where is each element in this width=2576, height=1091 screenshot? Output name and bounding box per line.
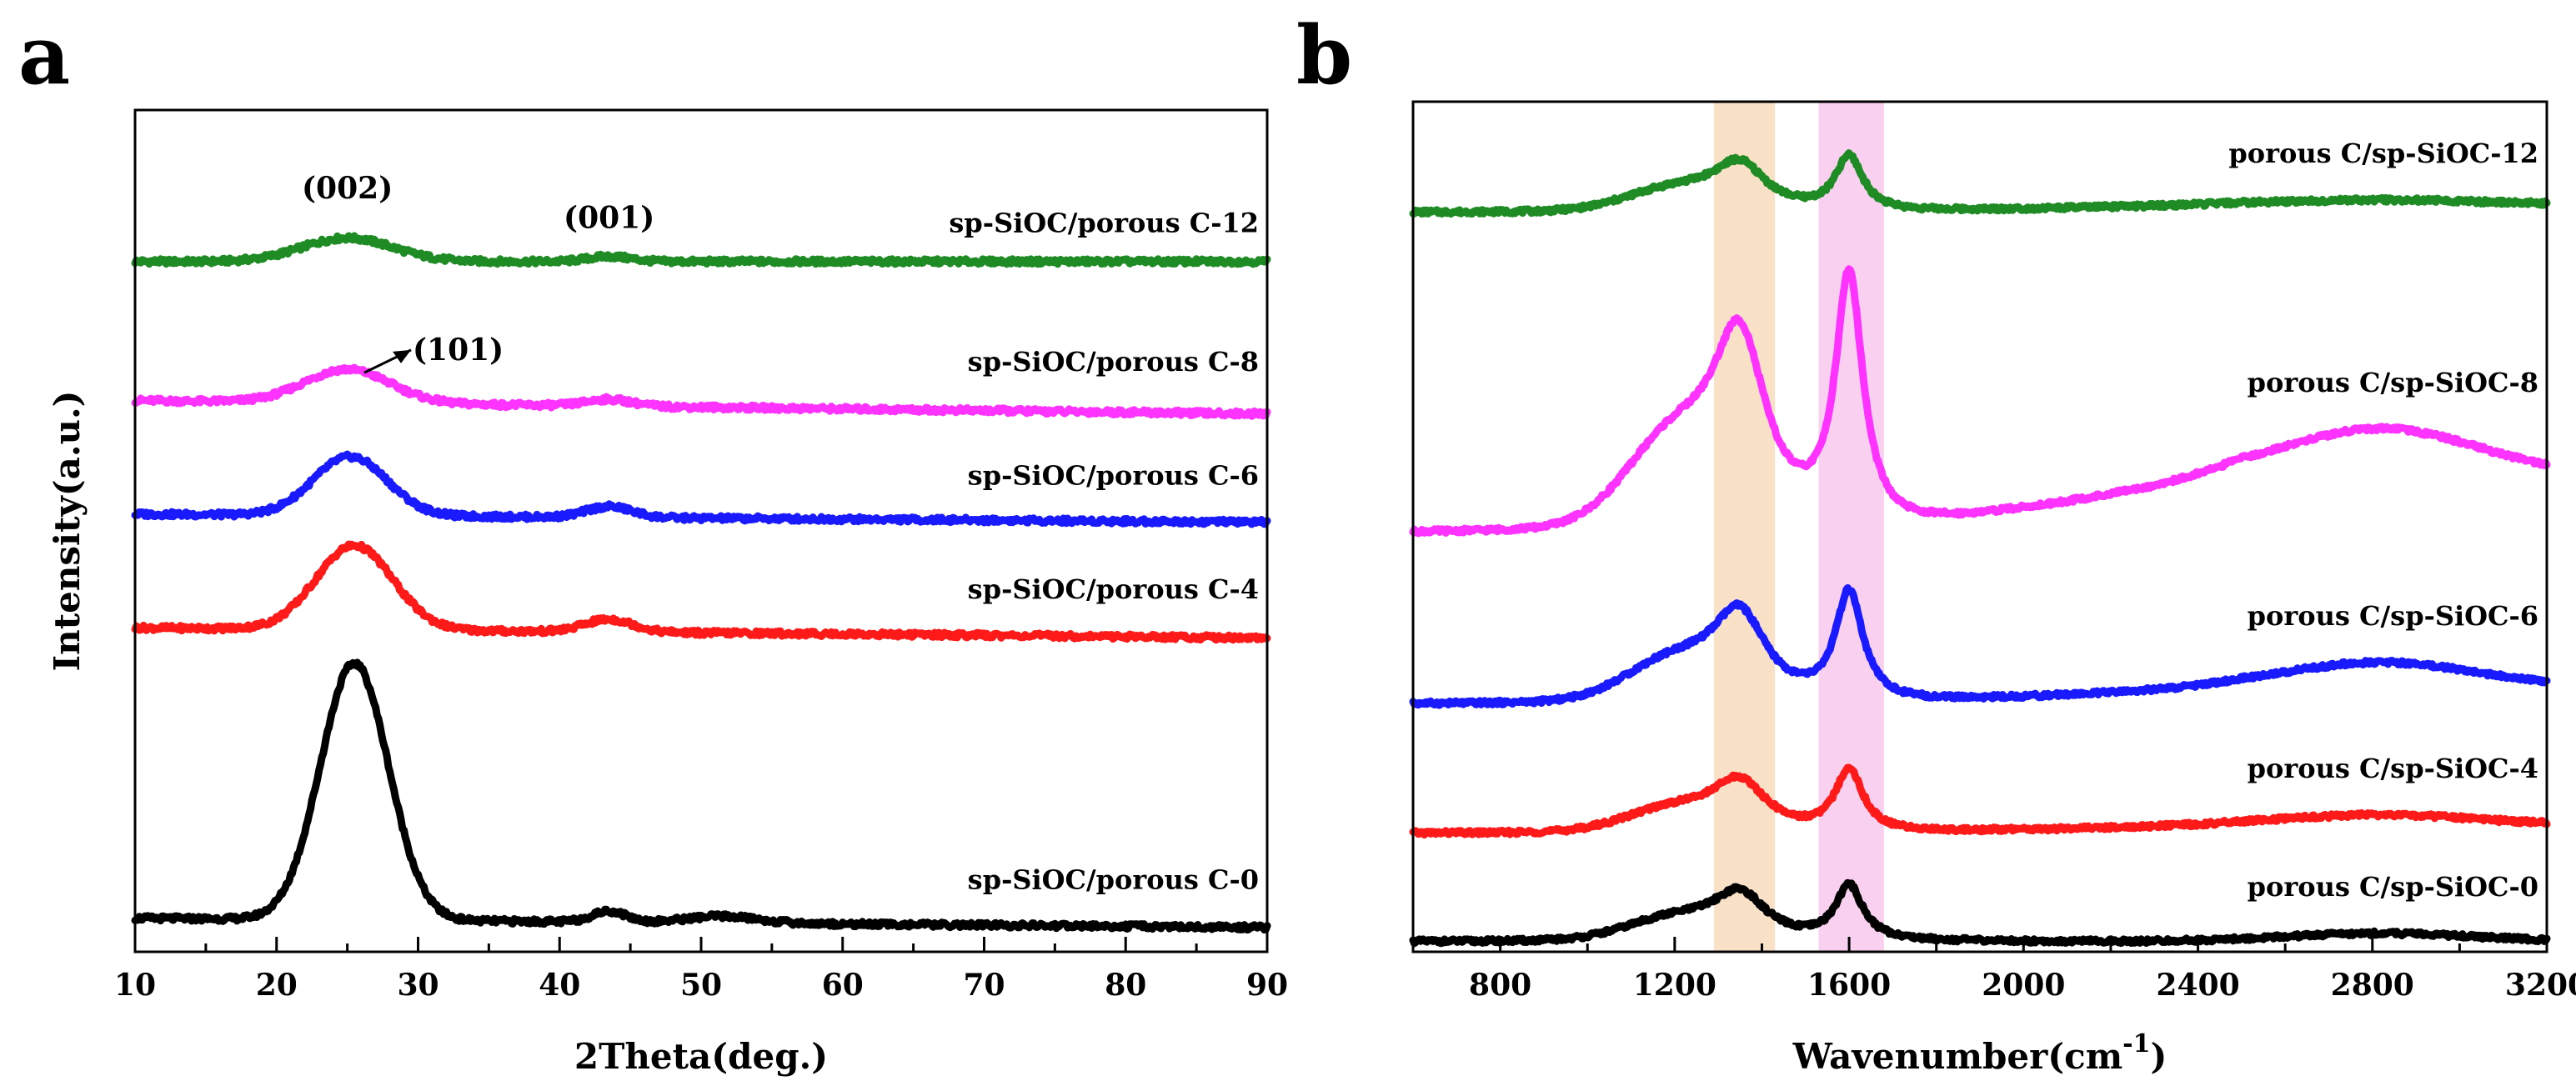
panel-b-series-porous-c-sp-sioc-12 (1409, 149, 2551, 218)
panel-b-series-porous-c-sp-sioc-8 (1409, 265, 2551, 538)
panel-b-label-porous-c-sp-sioc-4: porous C/sp-SiOC-4 (2248, 753, 2538, 784)
panel-a-label-sp-sioc-porous-c-0: sp-SiOC/porous C-0 (968, 863, 1259, 895)
panel-a-y-axis-title: Intensity(a.u.) (47, 391, 88, 672)
panel-b-d-band (1713, 102, 1776, 952)
panel-a-x-axis-title: 2Theta(deg.) (574, 1036, 828, 1077)
panel-b-series-porous-c-sp-sioc-6 (1409, 583, 2551, 709)
panel-b-letter: b (1296, 8, 1352, 103)
panel-b-series-labels: porous C/sp-SiOC-12 porous C/sp-SiOC-8 por… (2228, 138, 2538, 903)
panel-a-label-sp-sioc-porous-c-8: sp-SiOC/porous C-8 (968, 346, 1259, 378)
panel-a-tick-label-40: 40 (539, 968, 580, 1003)
panel-a-tick-label-30: 30 (397, 968, 439, 1003)
panel-b-tick-label-2800: 2800 (2331, 968, 2414, 1003)
panel-a-annotations: (002) (001) (101) (302, 171, 654, 374)
panel-a-letter: a (18, 8, 70, 103)
panel-a-tick-label-20: 20 (256, 968, 298, 1003)
panel-b-label-porous-c-sp-sioc-12: porous C/sp-SiOC-12 (2228, 138, 2538, 169)
panel-b-x-axis-title: Wavenumber(cm-1) (1792, 1029, 2168, 1077)
panel-b-frame (1411, 100, 2548, 953)
panel-a-tick-label-10: 10 (114, 968, 156, 1003)
panel-a-series-sp-sioc-porous-c-12 (131, 232, 1271, 268)
panel-b-bands (1713, 102, 1884, 952)
panel-b-x-axis-title-main: Wavenumber(cm (1792, 1036, 2122, 1077)
panel-b-tick-label-2000: 2000 (1982, 968, 2065, 1003)
panel-b-tick-label-1200: 1200 (1633, 968, 1716, 1003)
annotation-002: (002) (302, 171, 393, 206)
panel-a-series-labels: sp-SiOC/porous C-12 sp-SiOC/porous C-8 sp-… (949, 207, 1259, 895)
panel-b-label-porous-c-sp-sioc-0: porous C/sp-SiOC-0 (2248, 871, 2538, 903)
panel-a-traces (131, 232, 1271, 934)
panel-a-tick-label-50: 50 (680, 968, 722, 1003)
panel-b-x-axis-title-sup: -1 (2122, 1029, 2150, 1058)
panel-b-label-porous-c-sp-sioc-8: porous C/sp-SiOC-8 (2248, 367, 2538, 398)
panel-a-tick-label-70: 70 (963, 968, 1005, 1003)
panel-a-series-sp-sioc-porous-c-0 (131, 658, 1271, 934)
panel-a-series-sp-sioc-porous-c-6 (131, 450, 1271, 528)
panel-b-tick-label-2400: 2400 (2156, 968, 2239, 1003)
panel-a-tick-label-60: 60 (822, 968, 864, 1003)
panel-a-label-sp-sioc-porous-c-6: sp-SiOC/porous C-6 (968, 459, 1259, 491)
annotation-101: (101) (413, 333, 504, 368)
panel-b-label-porous-c-sp-sioc-6: porous C/sp-SiOC-6 (2248, 600, 2538, 632)
annotation-101-arrow-head (393, 349, 412, 363)
panel-b-tick-label-1600: 1600 (1807, 968, 1891, 1003)
panel-a-label-sp-sioc-porous-c-4: sp-SiOC/porous C-4 (968, 573, 1259, 605)
panel-b-x-ticks: 800 1200 1600 2000 2400 2800 3200 (1469, 937, 2576, 1003)
panel-b-traces (1409, 149, 2551, 948)
panel-b-series-porous-c-sp-sioc-4 (1409, 763, 2551, 839)
panel-b-tick-label-800: 800 (1469, 968, 1531, 1003)
panel-a-tick-label-80: 80 (1105, 968, 1146, 1003)
panel-a-series-sp-sioc-porous-c-4 (131, 540, 1271, 644)
panel-b-g-band (1818, 102, 1884, 952)
panel-b-series-porous-c-sp-sioc-0 (1409, 878, 2551, 948)
panel-a-chart: a 10 20 30 40 50 60 70 80 90 sp-SiOC/porous C-12… (18, 8, 1288, 1077)
panel-a-label-sp-sioc-porous-c-12: sp-SiOC/porous C-12 (949, 207, 1259, 238)
panel-a-x-ticks: 10 20 30 40 50 60 70 80 90 (114, 937, 1288, 1003)
panel-a-series-sp-sioc-porous-c-8 (131, 363, 1271, 420)
panel-b-tick-label-3200: 3200 (2505, 968, 2576, 1003)
annotation-001: (001) (564, 200, 654, 235)
panel-b-x-axis-title-end: ) (2150, 1036, 2167, 1077)
panel-b-chart: b 800 1200 1600 2000 2400 2800 3200 porous C/s… (1296, 8, 2576, 1077)
panel-a-tick-label-90: 90 (1246, 968, 1288, 1003)
